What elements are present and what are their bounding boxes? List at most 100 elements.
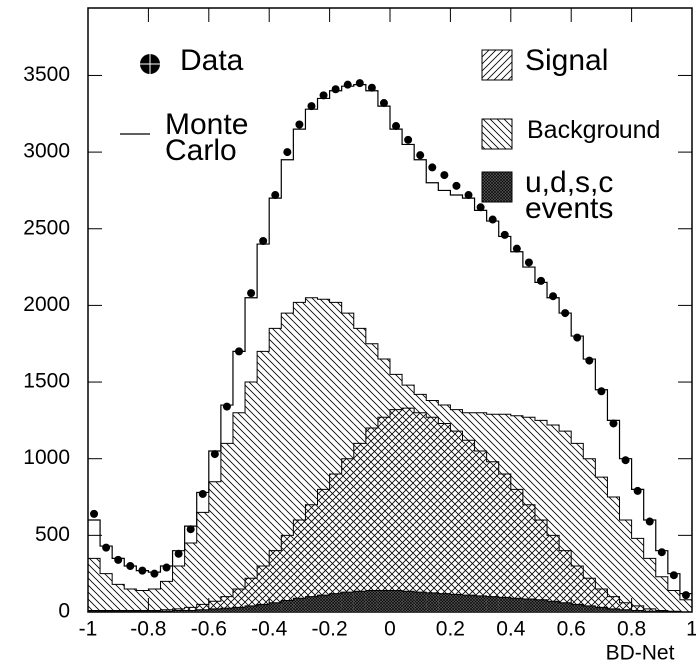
histogram-bin [547, 535, 560, 612]
histogram-bin [160, 581, 173, 612]
data-point [126, 562, 135, 571]
histogram-bin [522, 504, 535, 612]
x-tick-label: 0.6 [557, 618, 586, 641]
data-point [150, 569, 159, 578]
histogram-bin [438, 593, 451, 612]
data-point [488, 215, 497, 224]
histogram-bin [390, 590, 403, 612]
histogram-bin [365, 428, 378, 612]
histogram-bin [390, 409, 403, 612]
histogram-bin [257, 566, 270, 612]
histogram-bin [607, 497, 620, 612]
data-point [210, 450, 219, 459]
data-point [295, 120, 304, 129]
data-point [669, 571, 678, 580]
data-point [537, 276, 545, 285]
x-tick-label: -0.8 [130, 618, 166, 641]
histogram-bin [281, 600, 294, 612]
data-point [114, 555, 123, 564]
histogram-bin [112, 584, 125, 612]
data-point [102, 543, 111, 552]
histogram-bin [486, 596, 499, 612]
histogram-bin [172, 566, 185, 612]
data-point [512, 244, 521, 253]
data-point [597, 387, 606, 396]
histogram-bin [667, 590, 680, 612]
x-tick-label: 0.2 [436, 618, 465, 641]
histogram-bin [148, 589, 161, 612]
histogram-bin [631, 605, 644, 612]
data-point [235, 347, 243, 356]
data-point [271, 191, 280, 200]
data-point [428, 163, 437, 172]
histogram-bin [595, 477, 608, 612]
data-point [524, 258, 533, 267]
data-point [549, 292, 558, 301]
y-tick-label: 1000 [23, 446, 70, 469]
data-point [379, 99, 388, 108]
histogram-bin [559, 602, 572, 612]
x-tick-label: -0.6 [191, 618, 227, 641]
x-tick-label: 1 [686, 618, 696, 641]
data-point [319, 91, 328, 100]
y-tick-label: 2500 [23, 216, 70, 239]
histogram-bin [184, 610, 197, 612]
histogram-bin [172, 610, 185, 612]
data-point [331, 85, 340, 94]
data-point [464, 191, 473, 200]
data-point [247, 289, 256, 298]
x-tick-label: -0.2 [312, 618, 348, 641]
histogram-bin [402, 408, 415, 612]
histogram-bin [534, 599, 548, 612]
histogram-bin [269, 602, 282, 612]
histogram-bin [559, 550, 572, 612]
histogram-bin [534, 520, 548, 612]
histogram-bin [245, 578, 258, 612]
legend-label: u,d,s,c events [525, 166, 614, 225]
histogram-bin [232, 607, 246, 612]
histogram-bin [607, 596, 620, 612]
data-point [500, 230, 509, 239]
data-point [138, 566, 147, 575]
histogram-bin [293, 598, 306, 612]
histogram-bin [426, 592, 439, 612]
histogram-bin [450, 431, 463, 612]
histogram-bin [329, 474, 342, 612]
y-tick-label: 3000 [23, 140, 70, 163]
x-tick-label: -0.4 [251, 618, 288, 641]
histogram-bin [510, 489, 523, 612]
x-tick-label: 0.8 [617, 618, 646, 641]
histogram-bin [462, 440, 475, 612]
histogram-bin [136, 590, 149, 612]
histogram-bin [438, 423, 451, 612]
histogram-bin [462, 595, 475, 612]
histogram-outline [87, 407, 692, 613]
data-point [343, 80, 352, 89]
histogram-bin [365, 590, 378, 612]
x-tick-label: 0.4 [496, 618, 526, 641]
data-point [681, 591, 690, 600]
data-point [162, 563, 171, 572]
data-point [621, 456, 630, 465]
histogram-bin [208, 608, 221, 612]
x-tick-label: 0 [384, 618, 396, 641]
histogram-bin [353, 443, 366, 612]
histogram-bin [341, 458, 354, 612]
data-point [609, 419, 618, 428]
histogram-bin [498, 474, 511, 612]
histogram-bin [414, 592, 427, 612]
histogram-bin [595, 589, 608, 612]
histogram-bin [583, 458, 596, 612]
histogram-bin [486, 461, 499, 612]
histogram-bin [196, 604, 209, 612]
y-tick-label: 3500 [23, 63, 70, 86]
histogram-bin [583, 605, 596, 612]
histogram-bin [317, 595, 330, 612]
histogram-bin [124, 589, 137, 612]
histogram-bin [196, 609, 209, 612]
histogram-bin [619, 520, 632, 612]
histogram-bin [402, 591, 415, 612]
histogram-bin [232, 412, 246, 612]
